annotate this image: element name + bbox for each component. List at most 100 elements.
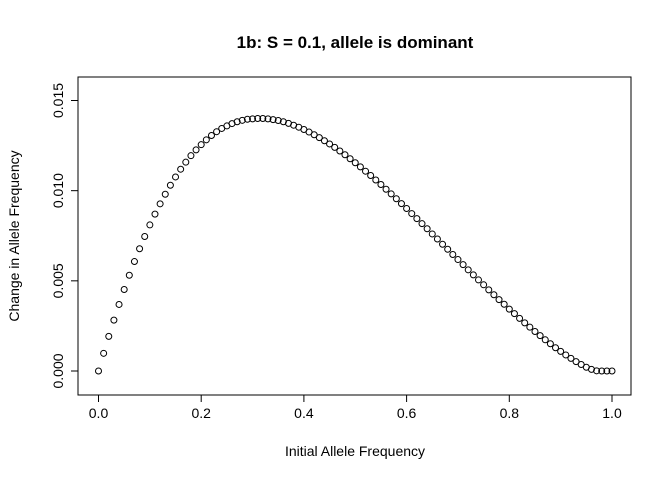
data-point	[233, 118, 241, 126]
data-point	[372, 176, 380, 184]
data-point	[552, 344, 560, 352]
data-point	[326, 140, 334, 148]
data-point	[315, 134, 323, 142]
data-point	[423, 225, 431, 233]
data-point	[125, 271, 133, 279]
data-point	[264, 115, 272, 123]
data-point	[495, 296, 503, 304]
data-point	[351, 159, 359, 167]
data-point	[608, 367, 616, 375]
chart-title: 1b: S = 0.1, allele is dominant	[237, 33, 474, 52]
data-point	[557, 347, 565, 355]
data-point	[346, 155, 354, 163]
data-point	[120, 285, 128, 293]
data-point	[392, 195, 400, 203]
y-tick-label: 0.000	[50, 353, 66, 388]
data-point	[387, 190, 395, 198]
data-point	[562, 351, 570, 359]
data-point	[182, 158, 190, 166]
data-point	[95, 367, 102, 375]
data-point	[408, 210, 416, 218]
data-point	[367, 172, 375, 180]
data-point	[433, 235, 441, 243]
data-point	[156, 200, 164, 208]
data-point	[500, 300, 508, 308]
data-point	[172, 173, 180, 181]
data-point	[238, 116, 246, 124]
data-point	[485, 286, 493, 294]
data-point	[587, 365, 595, 373]
x-tick-label: 1.0	[602, 405, 622, 421]
data-point	[356, 163, 364, 171]
data-point	[603, 367, 611, 375]
data-point	[572, 358, 580, 366]
x-tick-label: 0.4	[294, 405, 314, 421]
data-point	[146, 221, 154, 229]
data-point	[439, 240, 447, 248]
y-axis: 0.000 0.005 0.010 0.015	[50, 83, 79, 389]
data-point	[110, 316, 118, 324]
data-point	[593, 367, 601, 375]
y-tick-label: 0.015	[50, 83, 66, 118]
data-point	[464, 266, 472, 274]
x-tick-label: 0.8	[500, 405, 520, 421]
data-point	[136, 245, 144, 253]
data-point	[474, 276, 482, 284]
data-point	[100, 349, 108, 357]
data-point	[454, 256, 462, 264]
data-point	[259, 115, 267, 123]
data-point	[243, 115, 251, 123]
data-point	[521, 319, 529, 327]
data-point	[536, 332, 544, 340]
data-point	[207, 131, 215, 139]
data-point	[166, 181, 174, 189]
data-points	[95, 115, 616, 375]
plot-area-frame	[77, 76, 632, 396]
y-axis-label: Change in Allele Frequency	[6, 150, 22, 321]
data-point	[397, 200, 405, 208]
data-point	[490, 291, 498, 299]
data-point	[516, 314, 524, 322]
data-point	[141, 232, 149, 240]
data-point	[413, 215, 421, 223]
data-point	[213, 128, 221, 136]
x-axis: 0.0 0.2 0.4 0.6 0.8 1.0	[89, 394, 622, 421]
data-point	[403, 205, 411, 213]
data-point	[249, 115, 257, 123]
data-point	[567, 354, 575, 362]
data-point	[444, 245, 452, 253]
x-tick-label: 0.6	[397, 405, 417, 421]
data-point	[546, 340, 554, 348]
data-point	[541, 336, 549, 344]
data-point	[105, 332, 113, 340]
data-point	[197, 141, 205, 149]
data-point	[177, 165, 185, 173]
data-point	[331, 143, 339, 151]
data-point	[505, 305, 513, 313]
data-point	[418, 220, 426, 228]
x-tick-label: 0.0	[89, 405, 109, 421]
y-tick-label: 0.010	[50, 173, 66, 208]
data-point	[449, 251, 457, 259]
data-point	[187, 152, 195, 160]
data-point	[598, 367, 606, 375]
y-tick-label: 0.005	[50, 263, 66, 298]
data-point	[274, 117, 282, 125]
data-point	[130, 258, 138, 266]
x-axis-label: Initial Allele Frequency	[285, 443, 425, 459]
x-tick-label: 0.2	[191, 405, 211, 421]
data-point	[428, 230, 436, 238]
data-point	[469, 271, 477, 279]
data-point	[320, 137, 328, 145]
data-point	[192, 146, 200, 154]
data-point	[336, 147, 344, 155]
data-point	[459, 261, 467, 269]
data-point	[269, 116, 277, 124]
data-point	[377, 181, 385, 189]
data-point	[161, 190, 169, 198]
data-point	[115, 300, 123, 308]
data-point	[531, 328, 539, 336]
data-point	[510, 310, 518, 318]
data-point	[480, 281, 488, 289]
